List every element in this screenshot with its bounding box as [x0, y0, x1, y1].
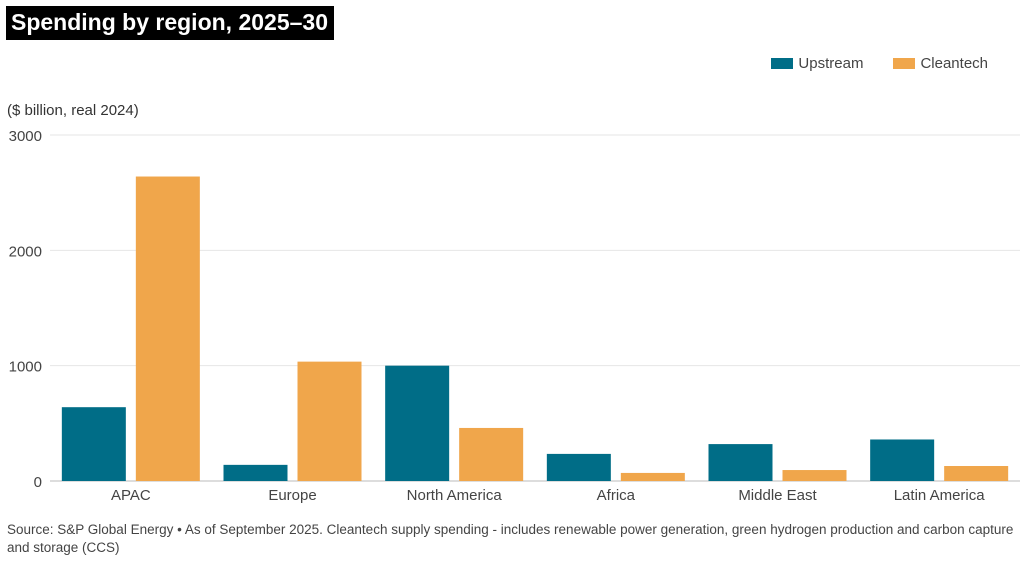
- y-axis-unit-label: ($ billion, real 2024): [7, 102, 139, 119]
- x-tick-label: North America: [407, 487, 503, 504]
- bar-cleantech: [135, 176, 200, 481]
- y-tick-label: 1000: [9, 359, 42, 376]
- y-tick-label: 2000: [9, 243, 42, 260]
- x-tick-label: APAC: [111, 487, 151, 504]
- bar-upstream: [61, 407, 126, 481]
- legend-swatch-cleantech: [893, 58, 916, 69]
- legend-swatch-upstream: [771, 58, 794, 69]
- bar-upstream: [870, 439, 935, 481]
- bar-upstream: [708, 444, 773, 481]
- bar-cleantech: [944, 466, 1009, 481]
- legend-label-upstream: Upstream: [798, 55, 864, 72]
- chart-title: Spending by region, 2025–30: [6, 6, 334, 40]
- y-tick-label: 0: [34, 474, 42, 491]
- bar-upstream: [546, 453, 611, 481]
- bar-upstream: [223, 464, 288, 481]
- source-note: Source: S&P Global Energy • As of Septem…: [7, 522, 1014, 555]
- bar-cleantech: [297, 361, 362, 481]
- legend-label-cleantech: Cleantech: [920, 55, 988, 72]
- bar-cleantech: [782, 470, 847, 481]
- bar-cleantech: [459, 427, 524, 481]
- x-tick-label: Africa: [597, 487, 636, 504]
- x-tick-label: Europe: [268, 487, 316, 504]
- legend-item-cleantech: Cleantech: [893, 55, 988, 72]
- y-tick-label: 3000: [9, 128, 42, 145]
- x-tick-label: Middle East: [738, 487, 817, 504]
- legend-item-upstream: Upstream: [771, 55, 863, 72]
- x-tick-label: Latin America: [894, 487, 986, 504]
- bar-cleantech: [620, 472, 685, 481]
- bar-upstream: [385, 365, 450, 481]
- legend: Upstream Cleantech: [771, 55, 988, 72]
